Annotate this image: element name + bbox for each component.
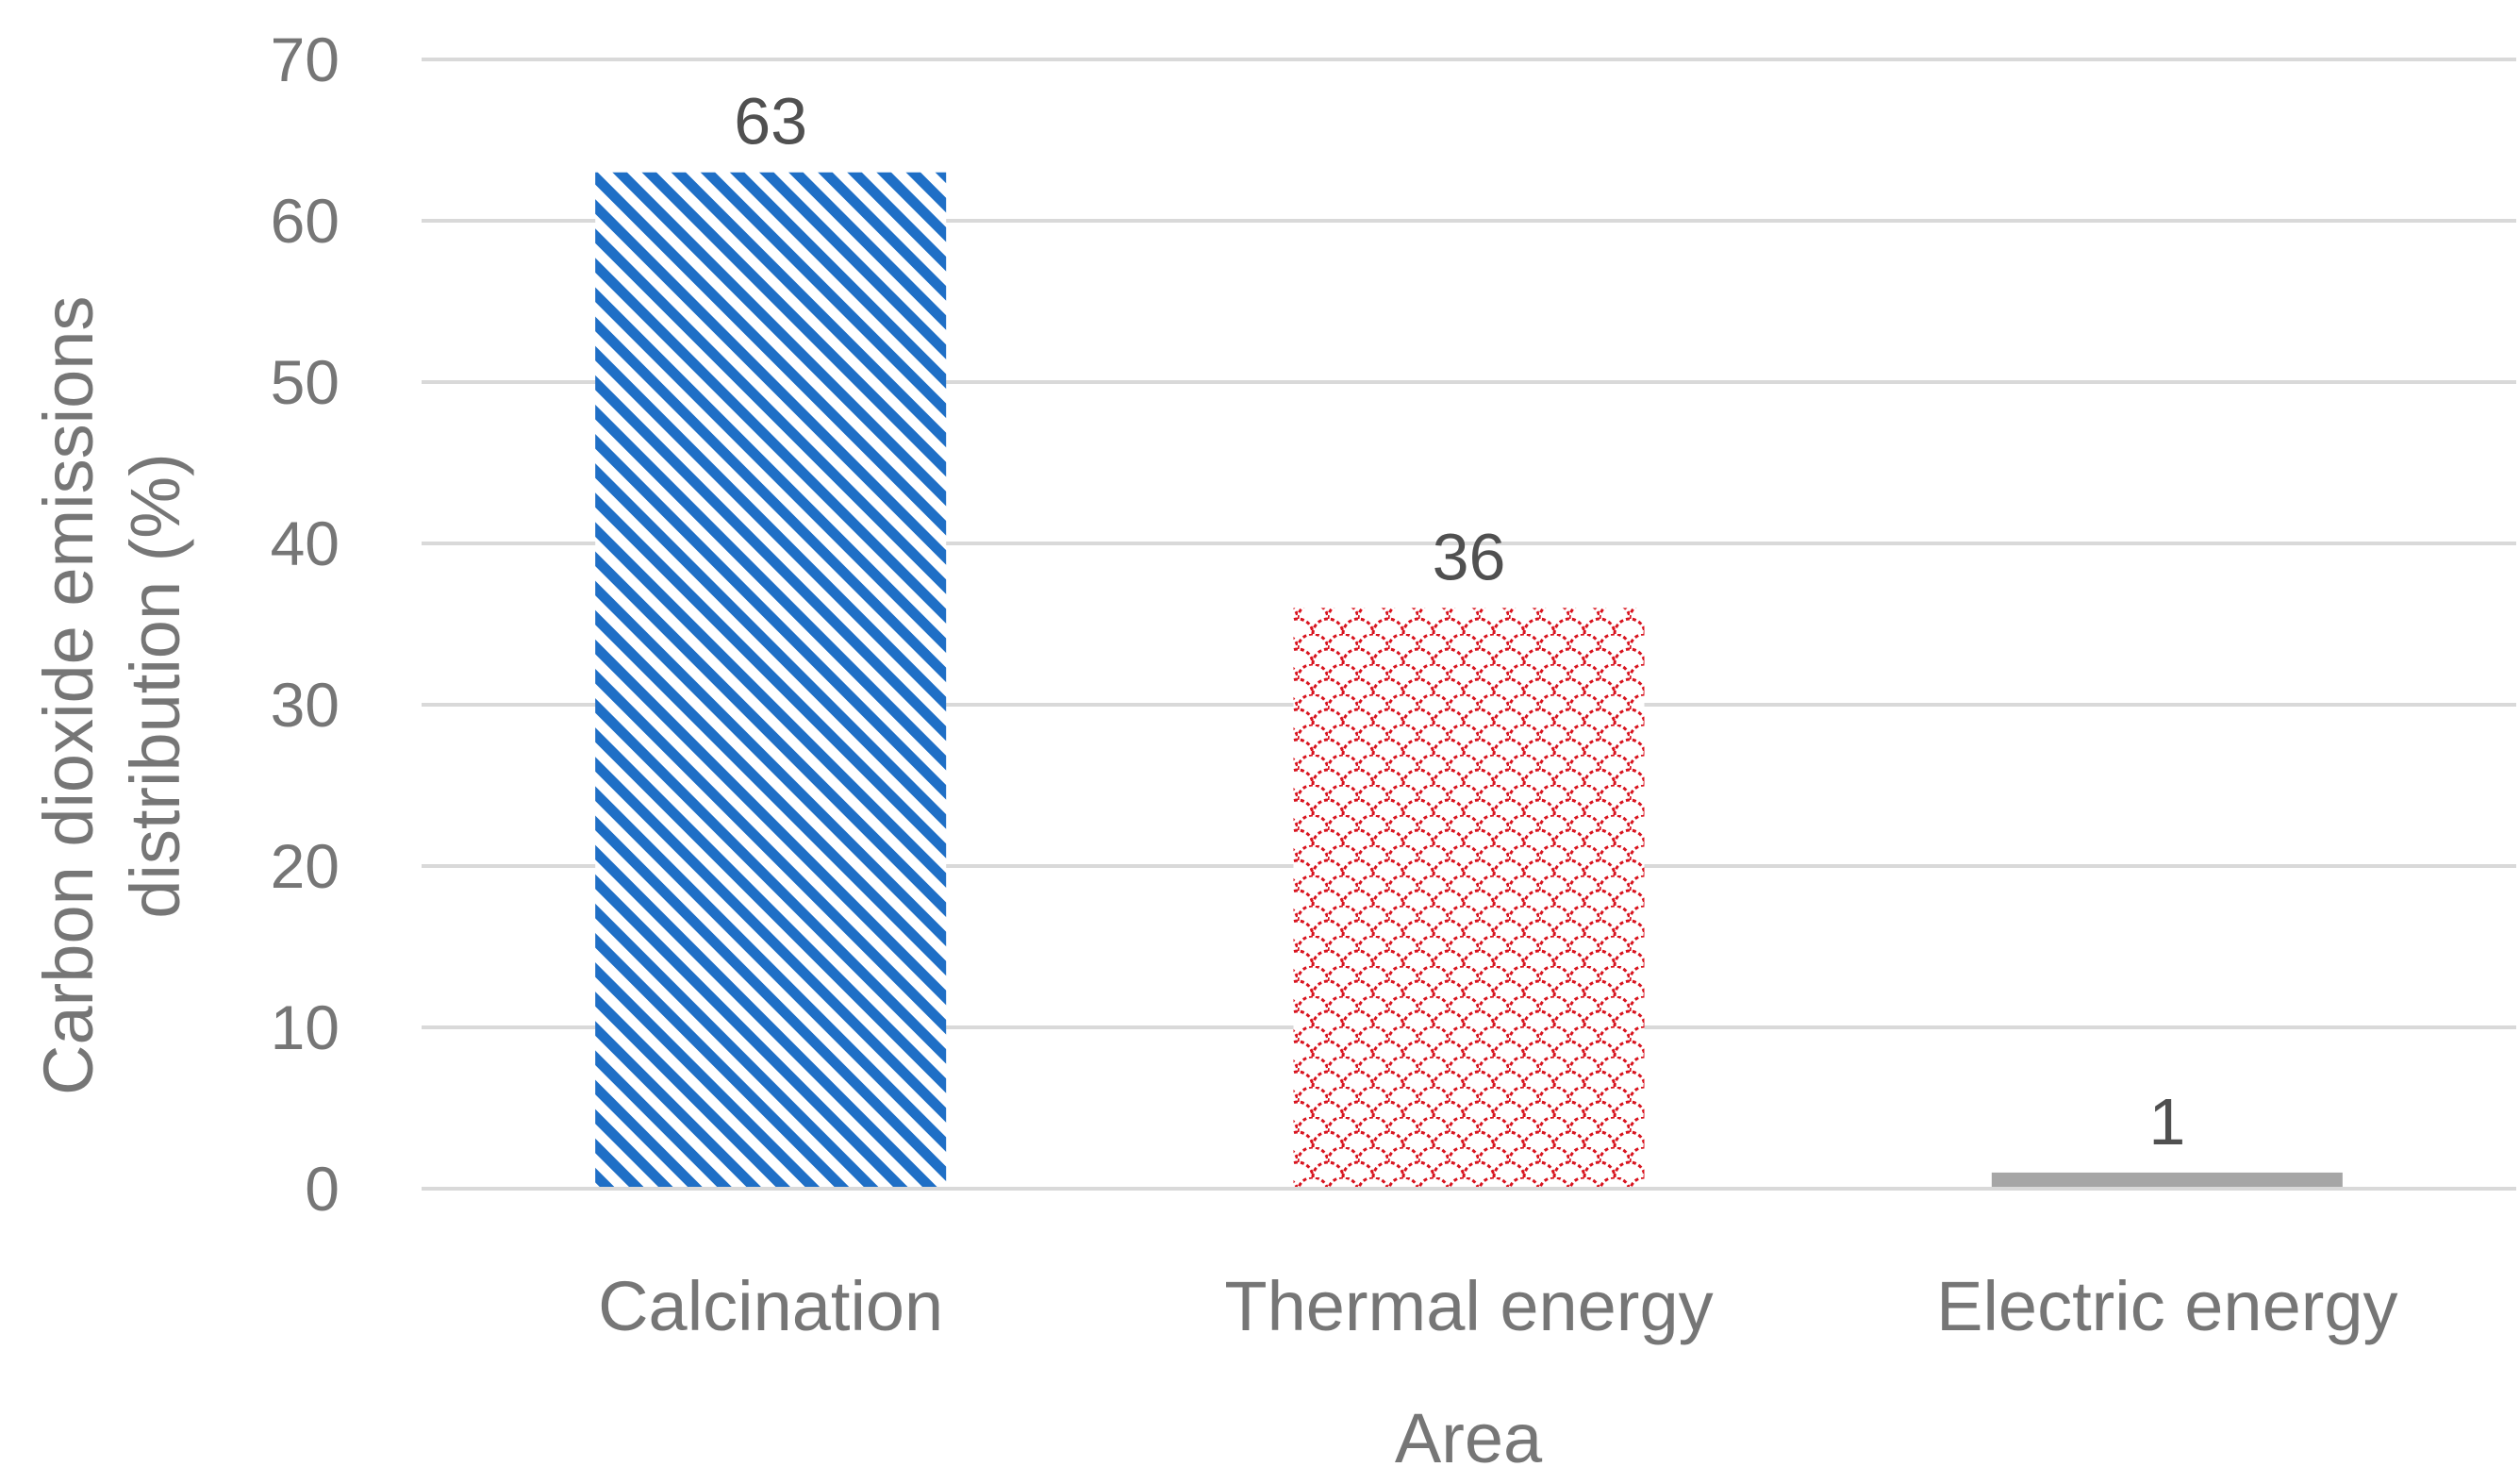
y-axis-title: Carbon dioxide emissions distribution (%… <box>29 276 194 1095</box>
y-axis-title-line-1: Carbon dioxide emissions <box>29 296 108 1095</box>
x-category-label: Thermal energy <box>1224 1267 1713 1345</box>
x-axis-title: Area <box>1395 1399 1543 1467</box>
y-axis-ticks: 0 10 20 30 40 50 60 70 <box>271 25 340 1224</box>
bars <box>595 172 2343 1190</box>
bar-calcination <box>595 172 947 1190</box>
y-tick-label: 0 <box>305 1154 340 1224</box>
x-category-label: Calcination <box>598 1267 943 1345</box>
bar-electric-energy <box>1991 1172 2343 1189</box>
data-labels: 63 36 1 <box>734 85 2185 1159</box>
x-axis-categories: Calcination Thermal energy Electric energy <box>598 1267 2397 1345</box>
x-category-label: Electric energy <box>1936 1267 2397 1345</box>
y-tick-label: 50 <box>271 347 340 417</box>
y-axis-title-line-2: distribution (%) <box>116 453 194 919</box>
y-tick-label: 20 <box>271 831 340 901</box>
y-tick-label: 30 <box>271 670 340 740</box>
y-tick-label: 40 <box>271 508 340 578</box>
y-tick-label: 60 <box>271 186 340 256</box>
bar-thermal-energy <box>1293 608 1645 1189</box>
data-label: 36 <box>1433 520 1506 593</box>
y-tick-label: 70 <box>271 25 340 94</box>
data-label: 63 <box>734 85 807 158</box>
y-tick-label: 10 <box>271 992 340 1062</box>
data-label: 1 <box>2148 1085 2185 1159</box>
